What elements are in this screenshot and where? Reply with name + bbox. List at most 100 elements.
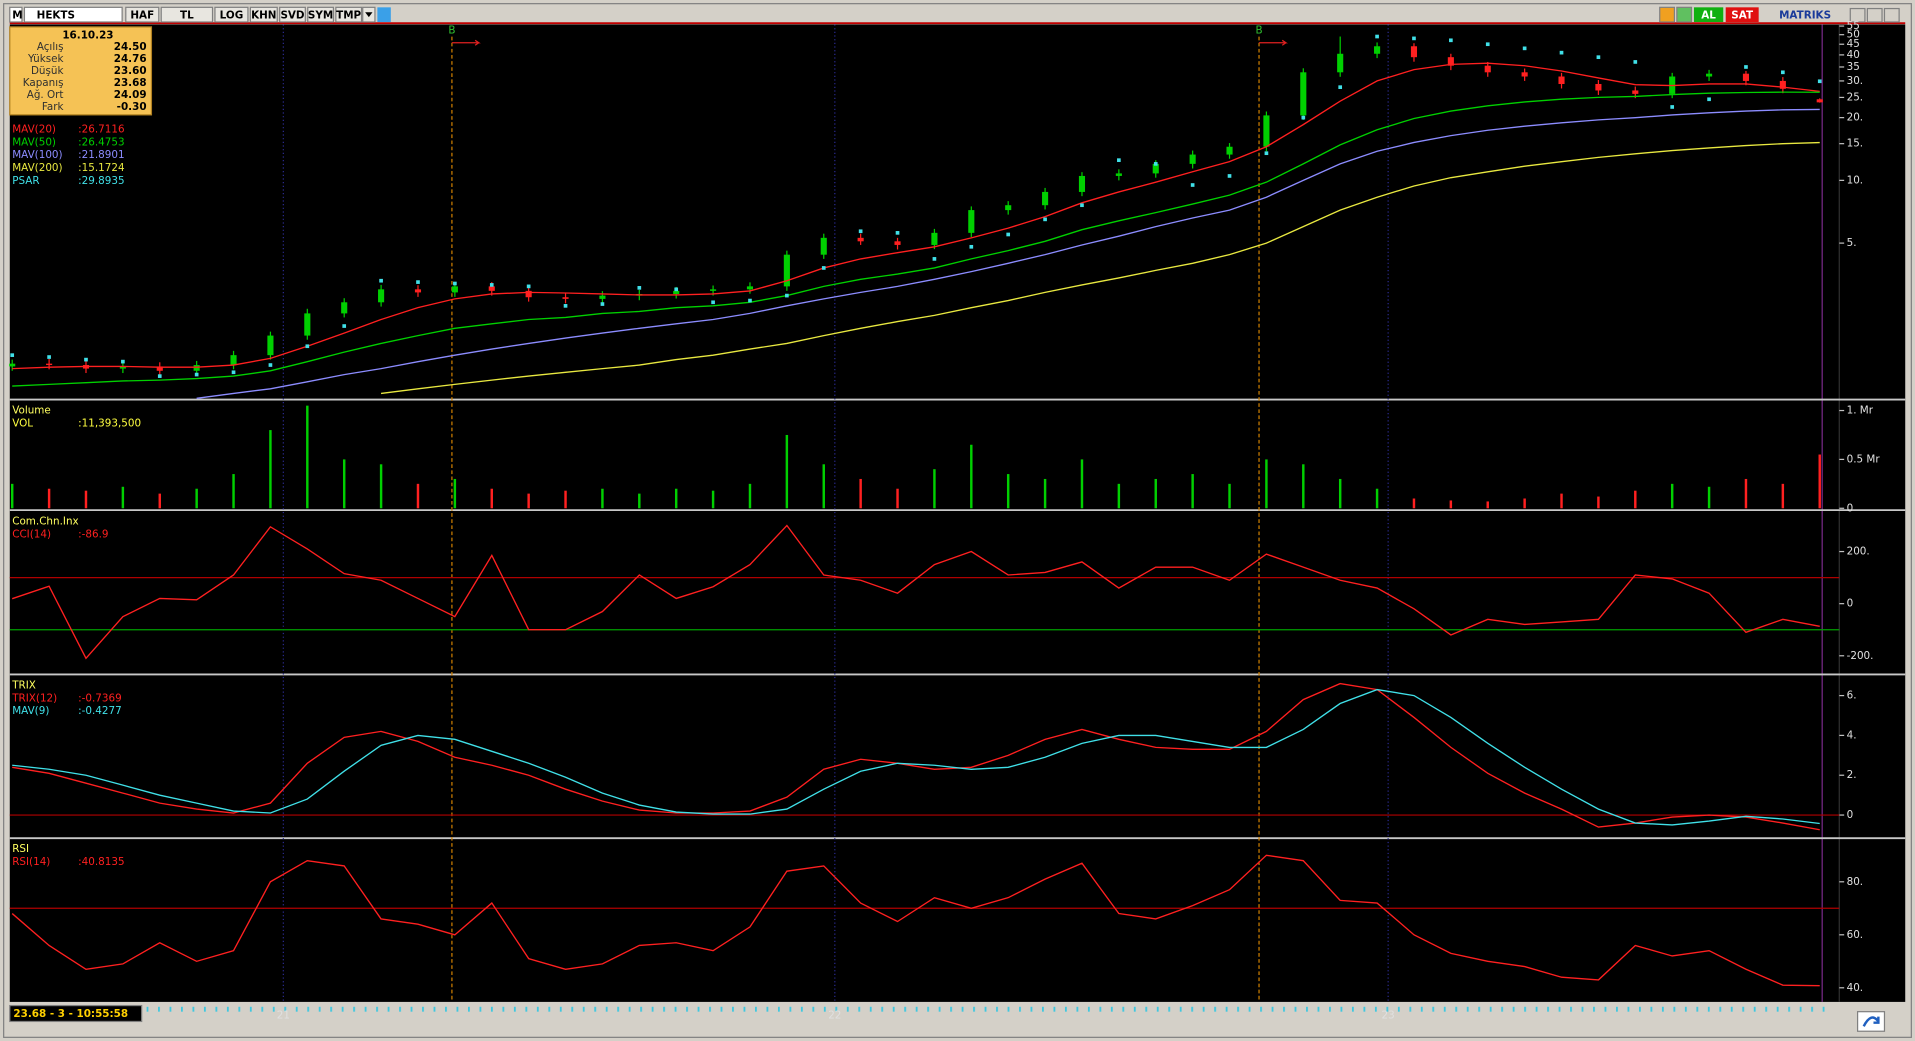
psar-dot	[895, 231, 900, 235]
volume-bar	[84, 490, 88, 509]
psar-dot	[379, 278, 383, 283]
signal-label: B	[1255, 25, 1262, 37]
legend-value: :26.4753	[78, 136, 124, 148]
candle-body	[1189, 154, 1196, 164]
candle-body	[451, 286, 458, 293]
close-button[interactable]	[1883, 7, 1900, 23]
legend-value: :21.8901	[78, 149, 124, 161]
signal-arrow	[451, 39, 481, 46]
y-tick-label: 0	[1847, 502, 1854, 514]
legend-name: MAV(20)	[12, 124, 56, 136]
y-tick-label: 35	[1847, 61, 1860, 73]
tool-icon[interactable]	[1659, 6, 1676, 23]
twitter-icon[interactable]	[377, 7, 391, 22]
toolbar-button[interactable]	[307, 6, 335, 23]
volume-bar	[933, 469, 936, 509]
volume-bar	[822, 464, 825, 509]
volume-bar	[490, 488, 493, 509]
candle-body	[1042, 191, 1049, 206]
buy-button[interactable]	[1693, 7, 1724, 22]
legend-name: MAV(100)	[12, 149, 62, 161]
candle-body	[230, 355, 237, 366]
y-tick-label: -200.	[1847, 650, 1874, 662]
tool-icon[interactable]	[1676, 6, 1693, 23]
toolbar-button[interactable]	[279, 6, 306, 23]
y-tick-label: 2.	[1847, 769, 1857, 781]
refresh-icon[interactable]	[1856, 1011, 1886, 1032]
candle-body	[304, 313, 311, 336]
volume-bar	[527, 493, 530, 509]
toolbar-button[interactable]	[160, 6, 214, 23]
symbol-box[interactable]	[23, 6, 123, 23]
info-label: Yüksek	[27, 53, 64, 65]
legend-value: :15.1724	[78, 162, 125, 174]
candle-body	[1337, 53, 1344, 73]
volume-bar	[453, 478, 457, 509]
refresh-arrow	[1862, 1016, 1880, 1027]
volume-bar	[711, 490, 715, 509]
psar-dot	[748, 298, 752, 303]
candle-body	[931, 232, 938, 245]
candle-body	[1005, 205, 1012, 211]
volume-bar	[269, 430, 272, 509]
info-label: Fark	[42, 101, 64, 113]
psar-dot	[674, 287, 679, 292]
y-tick-label: 4.	[1847, 729, 1857, 741]
y-tick-label: 80.	[1847, 876, 1863, 888]
legend-name: MAV(50)	[12, 136, 56, 148]
minimize-button[interactable]	[1849, 7, 1866, 23]
info-label: Kapanış	[23, 77, 64, 89]
info-label: Düşük	[31, 65, 64, 77]
candle-body	[1226, 146, 1233, 155]
maximize-button[interactable]	[1866, 7, 1883, 23]
candle-body	[156, 366, 163, 371]
toolbar-button[interactable]	[335, 6, 363, 23]
psar-dot	[1633, 60, 1638, 64]
y-tick-label: 40	[1847, 49, 1860, 61]
toolbar-button[interactable]	[125, 6, 160, 23]
volume-bar	[1338, 478, 1342, 509]
psar-dot	[1670, 105, 1675, 109]
volume-bar	[970, 444, 973, 509]
psar-dot	[563, 304, 568, 308]
candle-body	[1706, 73, 1713, 77]
psar-dot	[1559, 50, 1564, 55]
psar-dot	[785, 293, 789, 298]
legend-value: :40.8135	[78, 856, 124, 868]
volume-bar	[1744, 478, 1748, 509]
candle-body	[1816, 99, 1823, 103]
toolbar-button[interactable]	[214, 6, 249, 23]
psar-dot	[1449, 38, 1453, 43]
sell-button[interactable]	[1725, 7, 1759, 22]
info-value: 24.76	[114, 53, 147, 65]
candle-body	[267, 335, 274, 356]
volume-bar	[1523, 498, 1526, 509]
psar-dot	[47, 355, 51, 359]
candle-body	[599, 295, 606, 299]
volume-bar	[379, 464, 383, 509]
psar-dot	[1227, 174, 1232, 178]
toolbar-button-label: SYM	[308, 9, 333, 21]
volume-bar	[1191, 474, 1194, 509]
psar-dot	[194, 372, 199, 377]
panel-title: TRIX	[11, 679, 36, 691]
indicator-line	[12, 688, 1820, 826]
info-value: 24.09	[114, 89, 147, 101]
psar-dot	[1301, 115, 1306, 120]
psar-dot	[1043, 217, 1047, 222]
candle-body	[9, 363, 16, 367]
volume-bar	[896, 488, 899, 509]
toolbar-button-label: KHN	[251, 9, 276, 21]
signal-label: B	[448, 25, 455, 37]
indicator-line	[11, 524, 1820, 660]
candle-body	[710, 289, 717, 291]
candle-body	[1374, 46, 1381, 54]
toolbar-button[interactable]	[249, 6, 278, 23]
volume-bar	[195, 488, 198, 509]
toolbar-button-label: TL	[180, 9, 194, 21]
y-tick-label: 200.	[1847, 546, 1870, 558]
candle-body	[193, 365, 200, 371]
psar-dot	[526, 284, 531, 289]
y-tick-label: 15.	[1847, 138, 1863, 150]
